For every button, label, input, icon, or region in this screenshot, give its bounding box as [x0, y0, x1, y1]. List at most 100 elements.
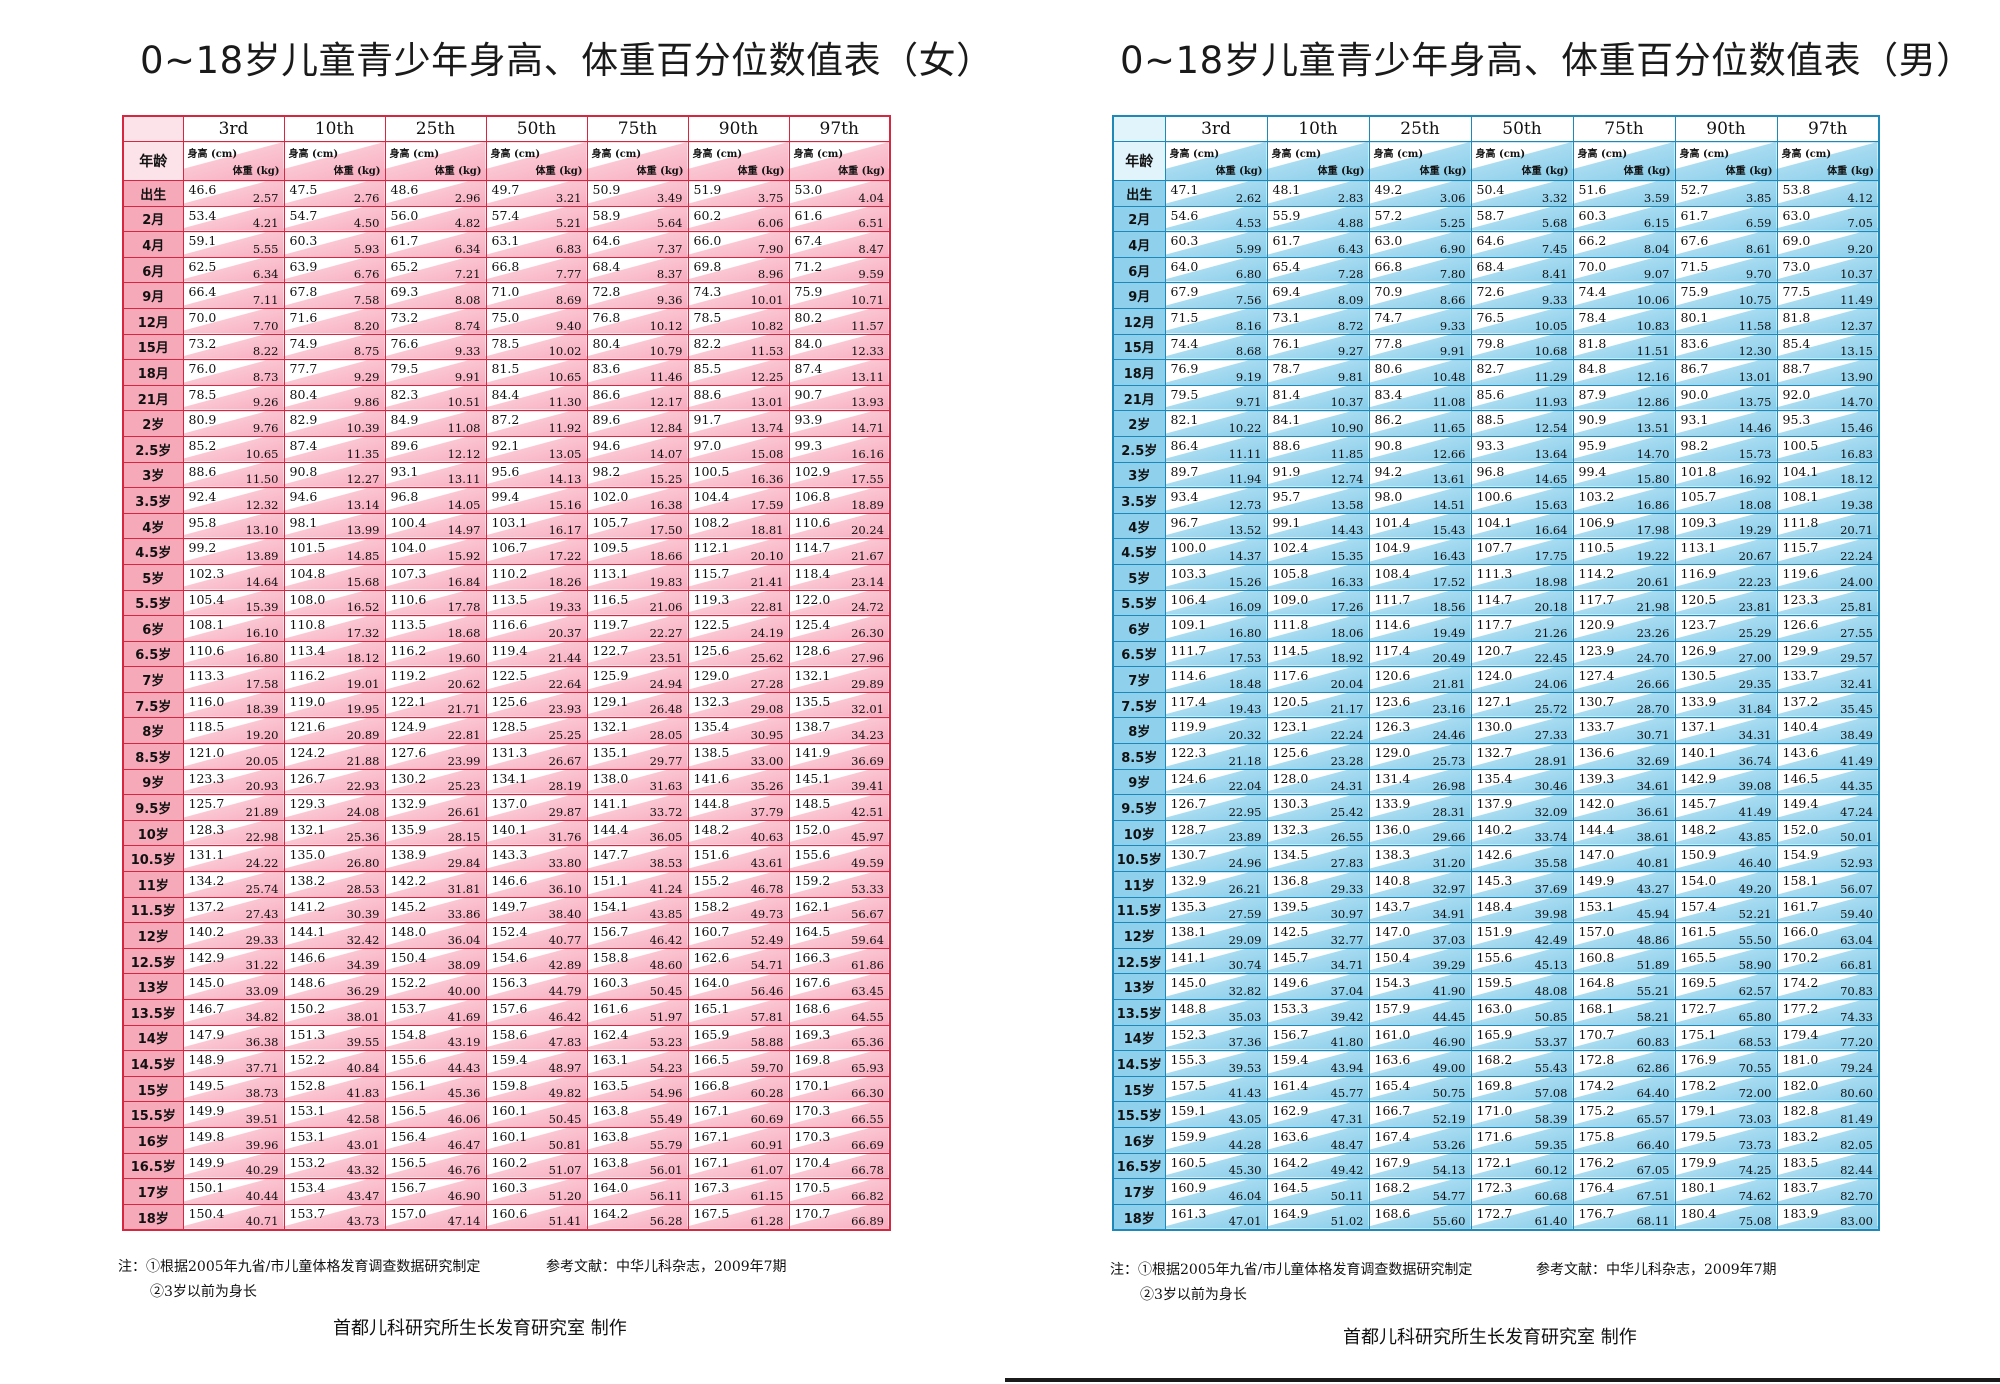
value-cell: 104.8 15.68 [283, 563, 386, 591]
height-value: 164.0 [693, 975, 730, 991]
table-row: 11.5岁 137.2 27.43 141.2 30.39 145.2 33.86 149.7… [122, 896, 891, 924]
height-value: 119.0 [289, 693, 326, 709]
value-cell: 111.7 17.53 [1164, 640, 1268, 668]
height-value: 141.9 [794, 745, 831, 761]
value-cell: 154.1 43.85 [586, 896, 689, 924]
value-cell: 179.4 77.20 [1776, 1024, 1880, 1052]
weight-value: 43.85 [1738, 830, 1772, 845]
table-row: 14.5岁 155.3 39.53 159.4 43.94 163.6 49.00 168.2… [1112, 1050, 1880, 1077]
height-value: 136.6 [1578, 745, 1615, 761]
weight-value: 25.36 [346, 830, 380, 845]
value-cell: 88.6 13.01 [687, 384, 790, 412]
value-cell: 137.2 27.43 [182, 896, 285, 924]
value-cell: 180.4 75.08 [1674, 1203, 1778, 1231]
height-value: 181.0 [1782, 1052, 1819, 1068]
height-value: 75.9 [1680, 284, 1709, 300]
table-row: 18岁 161.3 47.01 164.9 51.02 168.6 55.60 172.7 61… [1112, 1203, 1880, 1231]
height-value: 154.8 [390, 1026, 427, 1042]
weight-value: 10.83 [1636, 318, 1670, 333]
weight-value: 44.28 [1228, 1137, 1262, 1152]
weight-value: 30.46 [1534, 779, 1568, 794]
corner-cell [122, 115, 184, 142]
height-value: 91.9 [1272, 463, 1301, 479]
height-value: 149.6 [1272, 975, 1309, 991]
height-value: 64.0 [1170, 258, 1199, 274]
weight-value: 12.73 [1228, 497, 1262, 512]
value-cell: 152.3 37.36 [1164, 1024, 1268, 1052]
height-value: 99.4 [491, 489, 520, 505]
height-value: 183.2 [1782, 1128, 1819, 1144]
height-value: 127.6 [390, 745, 427, 761]
value-cell: 80.9 9.76 [182, 410, 285, 437]
weight-value: 24.06 [1534, 676, 1568, 691]
weight-value: 9.33 [454, 344, 481, 359]
height-value: 135.3 [1170, 898, 1207, 914]
age-label: 7.5岁 [122, 691, 184, 719]
value-cell: 163.6 48.47 [1266, 1126, 1370, 1154]
weight-value: 35.45 [1840, 702, 1873, 717]
height-value: 145.7 [1272, 949, 1309, 965]
value-cell: 133.9 28.31 [1368, 794, 1472, 821]
weight-value: 43.85 [649, 907, 683, 922]
height-value: 65.2 [390, 258, 419, 274]
table-row: 16.5岁 149.9 40.29 153.2 43.32 156.5 46.76 160.2… [122, 1152, 891, 1180]
weight-value: 27.00 [1738, 651, 1772, 666]
value-cell: 141.9 36.69 [788, 743, 891, 770]
weight-value: 9.20 [1847, 241, 1873, 256]
weight-value: 47.24 [1840, 804, 1873, 819]
value-cell: 140.1 31.76 [485, 819, 588, 847]
height-value: 142.6 [1476, 847, 1513, 863]
weight-value: 11.50 [245, 472, 279, 487]
value-cell: 88.6 11.85 [1266, 435, 1370, 463]
value-cell: 130.3 25.42 [1266, 794, 1370, 821]
value-cell: 165.4 50.75 [1368, 1075, 1472, 1103]
weight-value: 42.51 [851, 804, 884, 819]
age-label: 12月 [1112, 307, 1166, 335]
value-cell: 51.9 3.75 [687, 180, 790, 207]
weight-value: 66.82 [851, 1188, 884, 1203]
height-value: 76.9 [1170, 361, 1199, 377]
weight-value: 31.63 [649, 779, 683, 794]
value-cell: 128.3 22.98 [182, 819, 285, 847]
height-value: 156.7 [592, 924, 629, 940]
value-cell: 116.2 19.60 [384, 640, 487, 668]
table-row: 17岁 160.9 46.04 164.5 50.11 168.2 54.77 172.3 60… [1112, 1178, 1880, 1205]
height-value: 102.3 [188, 565, 225, 581]
value-cell: 132.7 28.91 [1470, 743, 1574, 770]
weight-value: 32.69 [1636, 753, 1670, 768]
table-row: 18月 76.0 8.73 77.7 9.29 79.5 9.91 81.5 10.65 83.6… [122, 359, 891, 386]
age-label: 6.5岁 [122, 640, 184, 668]
value-cell: 65.4 7.28 [1266, 256, 1370, 284]
percentile-header: 50th [485, 115, 588, 142]
value-cell: 90.0 13.75 [1674, 384, 1778, 412]
weight-value: 39.29 [1432, 958, 1466, 973]
weight-value: 6.06 [757, 216, 784, 231]
value-cell: 133.7 30.71 [1572, 717, 1676, 745]
value-cell: 78.5 10.82 [687, 307, 790, 335]
value-cell: 123.6 23.16 [1368, 691, 1472, 719]
weight-value: 27.96 [851, 651, 884, 666]
value-cell: 91.9 12.74 [1266, 461, 1370, 489]
weight-value: 17.32 [346, 625, 380, 640]
value-cell: 131.1 24.22 [182, 845, 285, 873]
height-value: 166.8 [693, 1077, 730, 1093]
value-cell: 109.0 17.26 [1266, 589, 1370, 617]
weight-value: 13.51 [1636, 420, 1670, 435]
height-value: 153.7 [390, 1001, 427, 1016]
value-cell: 116.9 22.23 [1674, 563, 1778, 591]
height-value: 161.4 [1272, 1077, 1309, 1093]
weight-value: 13.15 [1840, 344, 1873, 359]
value-cell: 118.4 23.14 [788, 563, 891, 591]
value-cell: 71.0 8.69 [485, 282, 588, 309]
boys-table-body: 出生 47.1 2.62 48.1 2.83 49.2 3.06 50.4 3.32 51.6 3.… [1112, 180, 1880, 1231]
height-value: 154.6 [491, 949, 528, 965]
height-value: 72.8 [592, 284, 621, 300]
height-value: 163.5 [592, 1077, 629, 1093]
value-cell: 82.1 10.22 [1164, 410, 1268, 437]
height-value: 113.4 [289, 642, 326, 658]
height-value: 148.5 [794, 796, 831, 812]
weight-value: 21.89 [245, 804, 279, 819]
value-cell: 182.8 81.49 [1776, 1101, 1880, 1128]
height-value: 86.4 [1170, 437, 1199, 453]
height-weight-header: 身高 (cm) 体重 (kg) [586, 141, 689, 181]
